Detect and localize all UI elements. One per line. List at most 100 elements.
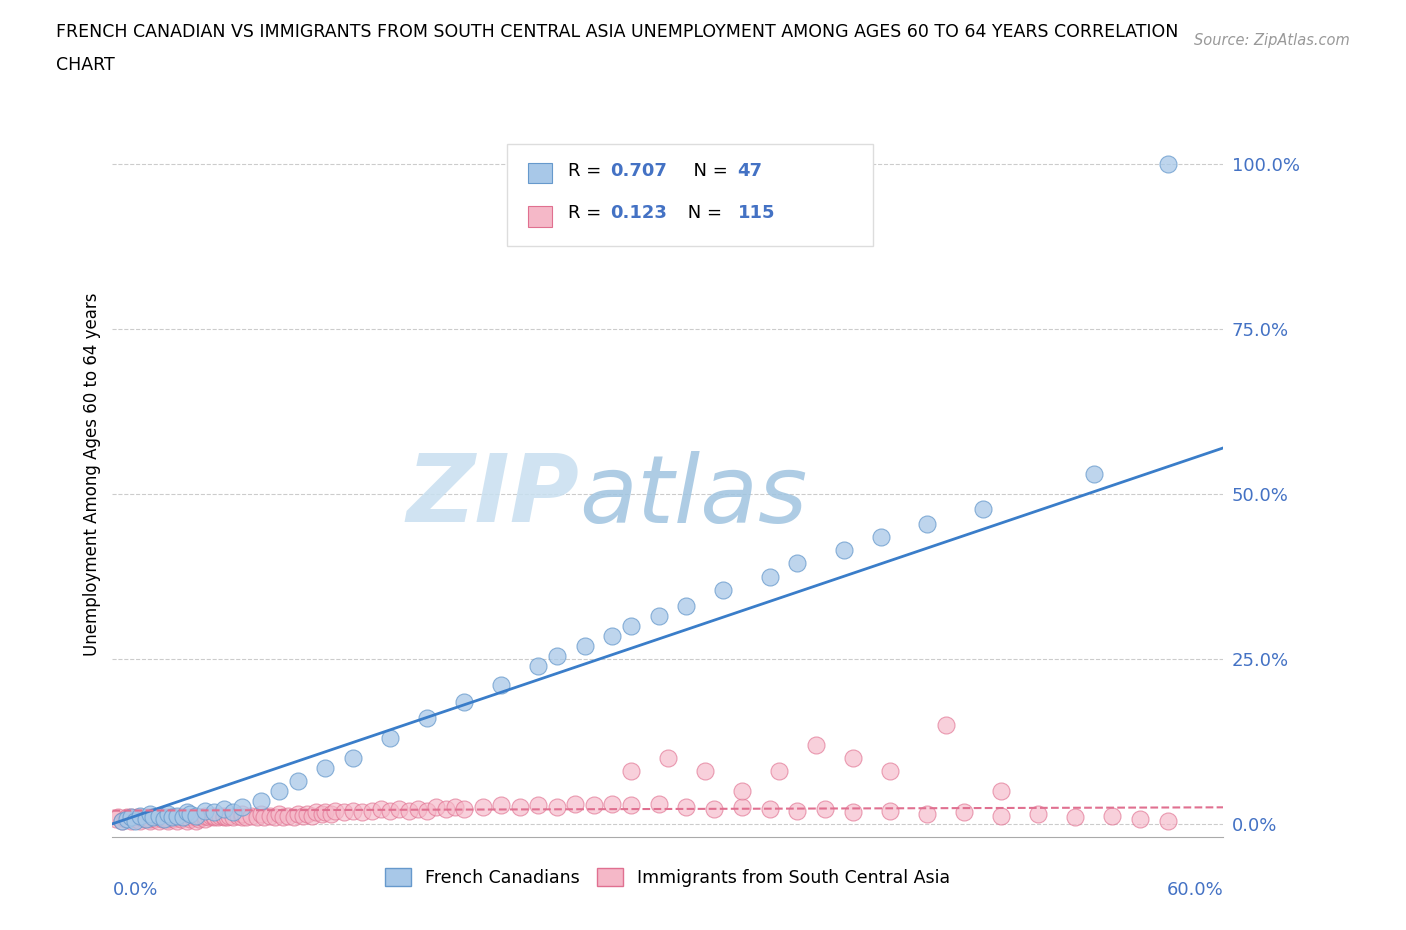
Point — [546, 800, 568, 815]
Point — [342, 751, 364, 765]
Point — [314, 804, 336, 819]
Point — [471, 800, 494, 815]
Point — [398, 804, 420, 818]
Point — [527, 658, 550, 673]
Point — [138, 806, 160, 821]
Point — [693, 764, 716, 778]
Point — [546, 648, 568, 663]
Point — [212, 810, 235, 825]
Point — [620, 764, 643, 778]
Point — [217, 810, 239, 825]
Point — [132, 811, 155, 826]
Point — [228, 808, 250, 823]
Point — [675, 599, 697, 614]
Point — [114, 811, 136, 826]
Point — [314, 761, 336, 776]
Text: 0.123: 0.123 — [610, 205, 666, 222]
Text: 0.0%: 0.0% — [112, 881, 157, 898]
Point — [582, 798, 605, 813]
Point — [166, 808, 188, 823]
Point — [295, 806, 318, 821]
Point — [184, 813, 207, 828]
Point — [1156, 157, 1178, 172]
Point — [731, 783, 754, 798]
Point — [731, 800, 754, 815]
Point — [283, 810, 305, 825]
Point — [1129, 811, 1152, 826]
Text: ZIP: ZIP — [406, 450, 579, 542]
Point — [444, 800, 467, 815]
Point — [212, 808, 235, 823]
FancyBboxPatch shape — [527, 163, 553, 183]
Point — [305, 804, 328, 819]
Point — [267, 806, 291, 821]
Point — [207, 810, 229, 825]
Y-axis label: Unemployment Among Ages 60 to 64 years: Unemployment Among Ages 60 to 64 years — [83, 293, 101, 656]
Text: 115: 115 — [738, 205, 775, 222]
Point — [758, 802, 780, 817]
Point — [352, 804, 374, 819]
Point — [142, 810, 165, 825]
Point — [184, 808, 207, 823]
Point — [869, 529, 891, 544]
Point — [231, 810, 253, 825]
Point — [842, 804, 865, 819]
Point — [138, 813, 160, 828]
Point — [194, 811, 217, 826]
Text: FRENCH CANADIAN VS IMMIGRANTS FROM SOUTH CENTRAL ASIA UNEMPLOYMENT AMONG AGES 60: FRENCH CANADIAN VS IMMIGRANTS FROM SOUTH… — [56, 23, 1178, 41]
Point — [342, 804, 364, 818]
Point — [138, 810, 160, 825]
Point — [249, 806, 271, 821]
Point — [162, 811, 184, 826]
Point — [142, 810, 165, 825]
Point — [990, 783, 1012, 798]
Point — [184, 810, 207, 825]
Point — [311, 806, 333, 821]
Point — [202, 804, 225, 819]
Point — [915, 516, 938, 531]
Point — [675, 800, 697, 815]
Point — [491, 798, 513, 813]
Text: R =: R = — [568, 205, 613, 222]
Text: N =: N = — [682, 162, 734, 180]
Text: atlas: atlas — [579, 450, 807, 541]
Point — [107, 810, 129, 825]
Point — [620, 618, 643, 633]
Point — [117, 811, 139, 826]
Point — [231, 800, 253, 815]
Point — [1026, 806, 1049, 821]
Point — [179, 806, 201, 821]
Point — [157, 806, 180, 821]
Text: N =: N = — [682, 205, 728, 222]
Point — [527, 798, 550, 813]
Point — [319, 806, 342, 821]
Point — [713, 582, 735, 597]
Point — [323, 804, 346, 818]
Point — [176, 804, 198, 819]
Point — [264, 810, 287, 825]
Point — [564, 797, 586, 812]
Point — [129, 813, 152, 828]
Point — [416, 711, 439, 725]
Point — [166, 813, 188, 828]
Point — [117, 810, 139, 825]
Point — [111, 813, 134, 828]
Point — [434, 802, 457, 817]
Point — [176, 810, 198, 825]
Point — [1064, 810, 1087, 825]
Point — [124, 811, 146, 826]
Point — [574, 638, 596, 653]
Point — [148, 810, 170, 825]
Point — [416, 804, 439, 818]
Point — [425, 800, 447, 815]
Point — [124, 813, 146, 828]
Point — [170, 811, 193, 826]
Text: CHART: CHART — [56, 56, 115, 73]
Text: 47: 47 — [738, 162, 762, 180]
Point — [287, 774, 309, 789]
Point — [253, 810, 276, 825]
Point — [202, 808, 225, 823]
Point — [620, 798, 643, 813]
Point — [172, 810, 194, 825]
Point — [333, 804, 356, 819]
